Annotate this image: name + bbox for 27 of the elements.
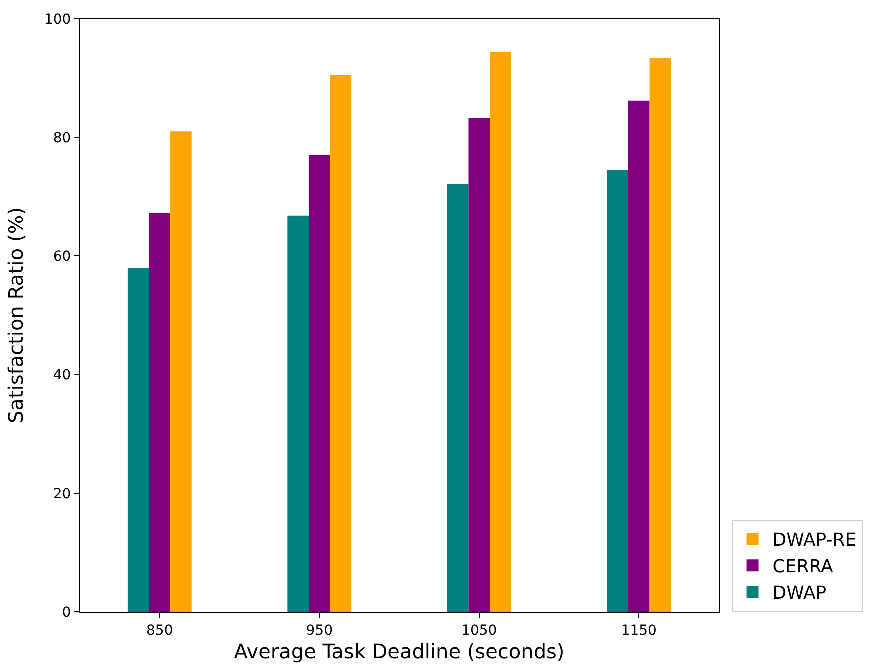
legend-label: DWAP-RE <box>772 530 857 552</box>
bar <box>607 170 628 612</box>
y-tick-label: 40 <box>53 368 72 384</box>
bar <box>490 52 512 612</box>
x-axis-title: Average Task Deadline (seconds) <box>234 639 565 664</box>
y-tick-label: 60 <box>53 249 72 266</box>
bar <box>628 100 650 612</box>
bar <box>288 216 309 612</box>
x-tick-label: 1150 <box>621 622 657 639</box>
bar <box>468 118 490 612</box>
legend-label: DWAP <box>772 583 827 604</box>
bar <box>170 132 192 612</box>
y-tick-label: 80 <box>53 130 72 146</box>
bar <box>650 58 672 612</box>
bar <box>149 214 171 612</box>
y-tick-label: 100 <box>44 12 72 28</box>
y-axis-title: Satisfaction Ratio (%) <box>4 207 28 424</box>
y-tick-label: 20 <box>53 486 72 502</box>
x-tick-label: 950 <box>306 622 333 639</box>
bar <box>308 155 330 612</box>
x-tick-label: 850 <box>146 622 174 639</box>
y-tick-label: 0 <box>62 604 72 621</box>
bar <box>128 268 150 612</box>
bar <box>447 184 469 612</box>
bar <box>330 75 352 612</box>
x-tick-label: 1050 <box>462 622 498 639</box>
legend-label: CERRA <box>772 556 834 578</box>
